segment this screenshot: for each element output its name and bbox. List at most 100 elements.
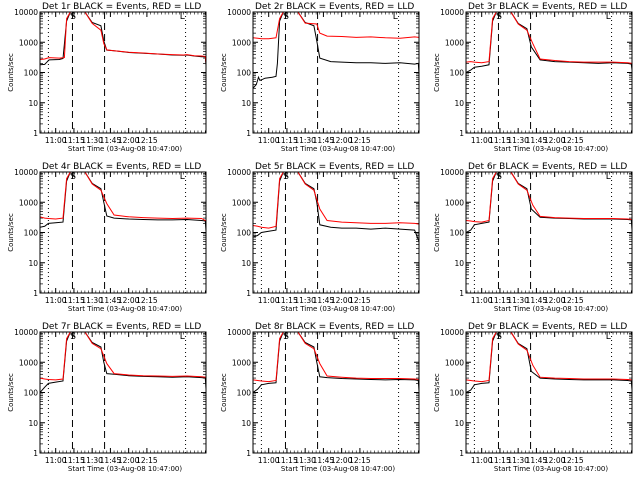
x-tick-label: 11:15 xyxy=(276,456,298,465)
flag-l-label: L xyxy=(606,332,611,342)
x-tick-label: 11:30 xyxy=(81,296,103,305)
y-tick-label: 10000 xyxy=(227,168,251,177)
series-lld-line xyxy=(253,172,419,229)
x-tick-label: 12:15 xyxy=(349,136,371,145)
series-events-line xyxy=(40,172,206,232)
x-axis-label: Start Time (03-Aug-08 10:47:00) xyxy=(68,465,182,473)
y-tick-label: 100 xyxy=(450,389,465,398)
detector-panel-2: Det 2r BLACK = Events, RED = LLD 1 10 100 10… xyxy=(220,2,420,153)
x-tick-label: 11:00 xyxy=(471,296,493,305)
y-tick-label: 1000 xyxy=(19,38,38,47)
series-lld-line xyxy=(253,12,419,40)
panel-title: Det 7r BLACK = Events, RED = LLD xyxy=(42,322,201,332)
y-axis-label: Counts/sec xyxy=(220,53,228,92)
x-tick-label: 11:15 xyxy=(489,136,511,145)
x-tick-label: 11:00 xyxy=(471,456,493,465)
y-tick-label: 1000 xyxy=(19,198,38,207)
x-tick-label: 12:15 xyxy=(136,136,158,145)
x-tick-label: 12:15 xyxy=(562,296,584,305)
y-axis-label: Counts/sec xyxy=(433,213,441,252)
x-tick-label: 11:15 xyxy=(276,136,298,145)
y-tick-label: 10 xyxy=(241,259,251,268)
x-tick-label: 11:45 xyxy=(313,296,335,305)
y-tick-label: 1 xyxy=(459,129,464,138)
flag-l-label: L xyxy=(606,172,611,182)
y-tick-label: 10000 xyxy=(440,8,464,17)
detector-panel-6: Det 6r BLACK = Events, RED = LLD 1 10 100 10… xyxy=(433,162,633,313)
x-tick-label: 11:30 xyxy=(294,456,316,465)
series-events-line xyxy=(40,332,206,393)
x-tick-label: 11:00 xyxy=(45,456,67,465)
y-tick-label: 1 xyxy=(246,289,251,298)
y-axis-label: Counts/sec xyxy=(7,213,15,252)
x-tick-label: 12:00 xyxy=(544,456,566,465)
x-tick-label: 12:15 xyxy=(349,296,371,305)
x-axis-label: Start Time (03-Aug-08 10:47:00) xyxy=(494,465,608,473)
x-tick-label: 11:30 xyxy=(81,136,103,145)
x-axis-label: Start Time (03-Aug-08 10:47:00) xyxy=(494,145,608,153)
series-lld-line xyxy=(40,12,206,64)
panel-title: Det 2r BLACK = Events, RED = LLD xyxy=(255,2,414,12)
x-tick-label: 11:30 xyxy=(507,296,529,305)
x-tick-label: 11:45 xyxy=(100,456,122,465)
x-tick-label: 11:00 xyxy=(45,136,67,145)
series-events-line xyxy=(253,332,419,393)
x-axis-label: Start Time (03-Aug-08 10:47:00) xyxy=(281,305,395,313)
y-axis-label: Counts/sec xyxy=(433,373,441,412)
panel-title: Det 4r BLACK = Events, RED = LLD xyxy=(42,162,201,172)
y-tick-label: 1000 xyxy=(232,38,251,47)
y-tick-label: 10000 xyxy=(14,328,38,337)
y-tick-label: 100 xyxy=(450,229,465,238)
y-axis-label: Counts/sec xyxy=(220,373,228,412)
x-tick-label: 11:15 xyxy=(63,296,85,305)
y-tick-label: 10000 xyxy=(14,8,38,17)
y-tick-label: 10000 xyxy=(440,328,464,337)
plot-frame xyxy=(252,11,420,134)
x-tick-label: 11:30 xyxy=(294,136,316,145)
flag-l-label: L xyxy=(393,332,398,342)
y-tick-label: 1000 xyxy=(232,198,251,207)
plot-frame xyxy=(465,331,633,454)
x-tick-label: 11:30 xyxy=(81,456,103,465)
y-tick-label: 10 xyxy=(454,99,464,108)
y-tick-label: 1 xyxy=(246,129,251,138)
detector-panel-7: Det 7r BLACK = Events, RED = LLD 1 10 100 10… xyxy=(7,322,207,473)
plot-frame xyxy=(465,171,633,294)
x-tick-label: 12:00 xyxy=(118,136,140,145)
x-tick-label: 12:15 xyxy=(562,136,584,145)
x-tick-label: 11:30 xyxy=(294,296,316,305)
x-tick-label: 12:00 xyxy=(331,456,353,465)
y-tick-label: 10 xyxy=(28,419,38,428)
y-tick-label: 1000 xyxy=(19,358,38,367)
plot-frame xyxy=(39,11,207,134)
y-tick-label: 10000 xyxy=(227,8,251,17)
x-axis-label: Start Time (03-Aug-08 10:47:00) xyxy=(281,465,395,473)
detector-panel-3: Det 3r BLACK = Events, RED = LLD 1 10 100 10… xyxy=(433,2,633,153)
flag-l-label: L xyxy=(606,12,611,22)
panel-title: Det 3r BLACK = Events, RED = LLD xyxy=(468,2,627,12)
y-tick-label: 10 xyxy=(454,259,464,268)
y-tick-label: 10000 xyxy=(14,168,38,177)
x-tick-label: 11:30 xyxy=(507,136,529,145)
x-tick-label: 11:45 xyxy=(313,136,335,145)
flag-s-label: S xyxy=(496,172,502,182)
series-lld-line xyxy=(466,12,632,64)
x-axis-label: Start Time (03-Aug-08 10:47:00) xyxy=(494,305,608,313)
flag-s-label: S xyxy=(283,12,289,22)
y-tick-label: 10 xyxy=(28,99,38,108)
y-tick-label: 1 xyxy=(33,449,38,458)
x-tick-label: 12:15 xyxy=(136,296,158,305)
x-tick-label: 12:00 xyxy=(118,456,140,465)
series-lld-line xyxy=(466,332,632,383)
x-tick-label: 11:45 xyxy=(526,136,548,145)
x-tick-label: 11:15 xyxy=(489,456,511,465)
panel-title: Det 8r BLACK = Events, RED = LLD xyxy=(255,322,414,332)
flag-s-label: S xyxy=(70,172,76,182)
x-tick-label: 12:00 xyxy=(118,296,140,305)
flag-l-label: L xyxy=(393,12,398,22)
series-lld-line xyxy=(40,172,206,222)
x-tick-label: 12:15 xyxy=(136,456,158,465)
plot-frame xyxy=(252,171,420,294)
